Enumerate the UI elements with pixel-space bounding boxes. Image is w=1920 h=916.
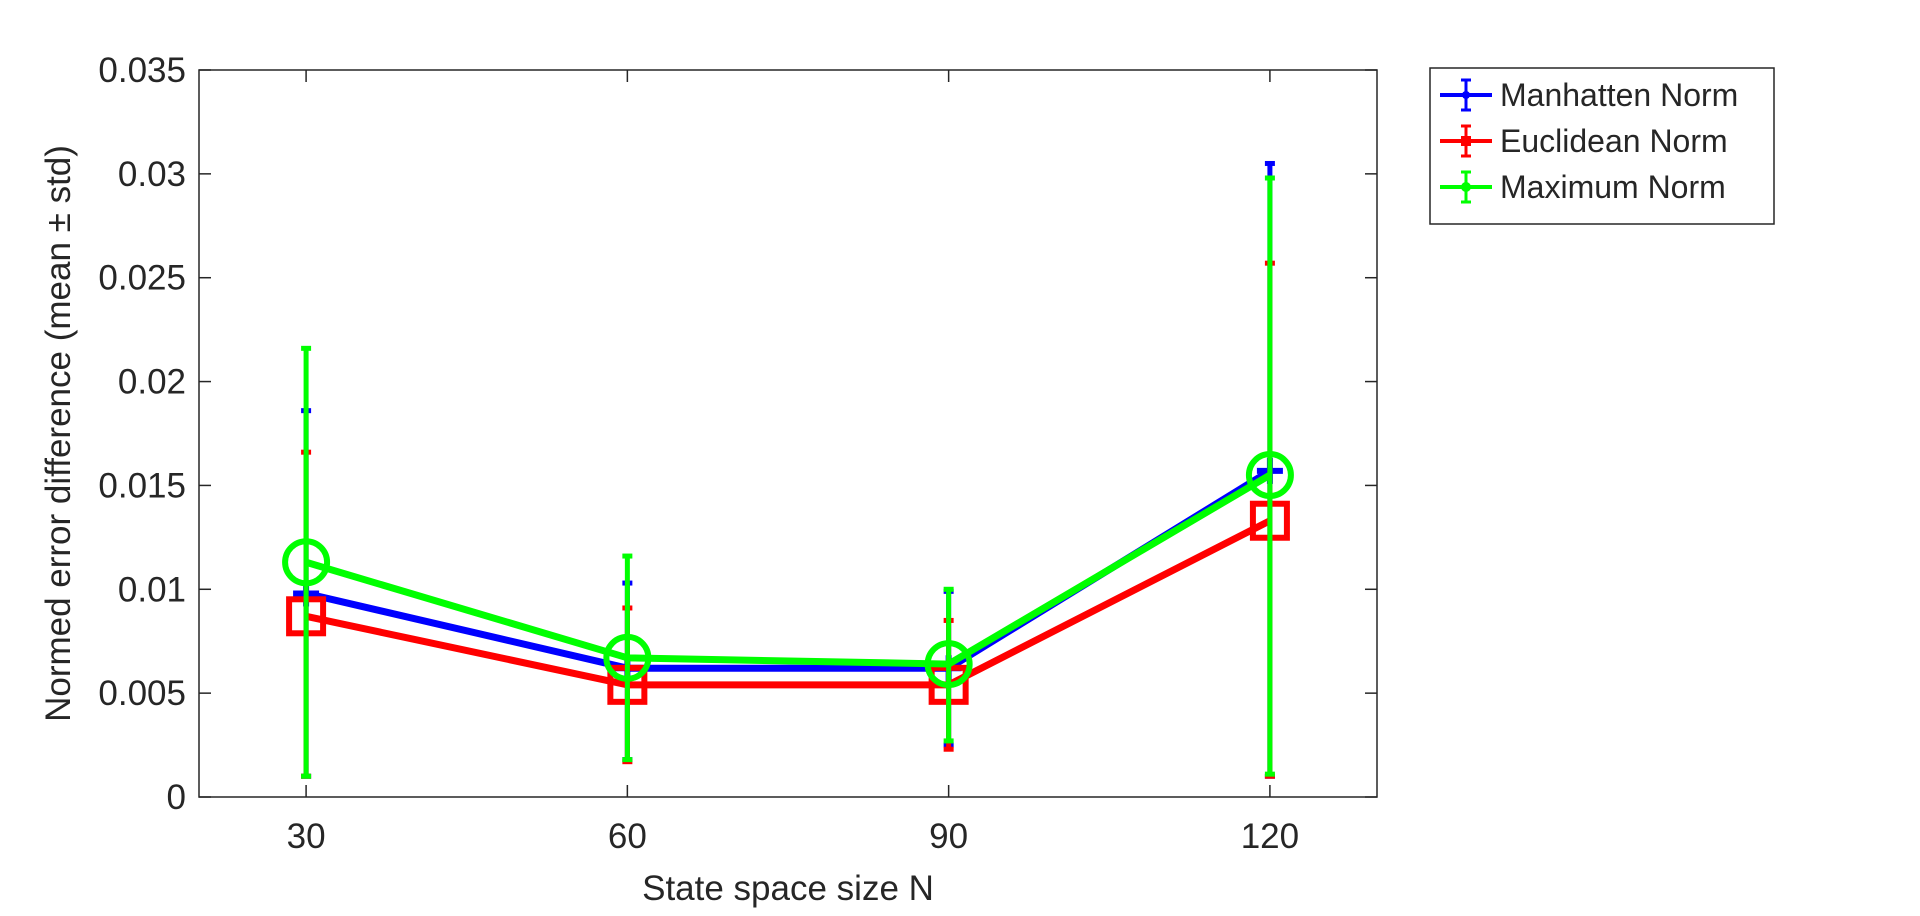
legend-swatch-marker	[1461, 182, 1471, 192]
maximum-norm-point	[924, 640, 973, 689]
x-tick-label: 90	[929, 817, 968, 856]
y-tick-label: 0	[167, 778, 186, 817]
y-tick-label: 0.03	[118, 155, 186, 194]
x-tick-label: 30	[287, 817, 326, 856]
legend-item-manhatten-norm: Manhatten Norm	[1440, 77, 1738, 113]
maximum-norm-line	[305, 472, 1272, 668]
plot-frame	[198, 69, 1378, 798]
y-tick-label: 0.02	[118, 363, 186, 402]
legend-item-euclidean-norm: Euclidean Norm	[1440, 123, 1728, 159]
y-axis-label: Normed error difference (mean ± std)	[39, 145, 78, 722]
x-tick-label: 60	[608, 817, 647, 856]
x-tick-label: 120	[1241, 817, 1299, 856]
legend-swatch-marker	[1461, 136, 1471, 146]
x-axis-label: State space size N	[642, 869, 934, 908]
legend-label: Euclidean Norm	[1500, 123, 1728, 159]
maximum-norm-point	[1245, 451, 1294, 500]
euclidean-norm-line	[305, 517, 1272, 689]
series-maximum-norm	[282, 175, 1294, 779]
legend: Manhatten Norm Euclidean Norm Maximum Norm	[1429, 67, 1775, 225]
y-tick-label: 0.035	[98, 51, 186, 90]
legend-label: Maximum Norm	[1500, 169, 1726, 205]
marks-layer	[282, 160, 1294, 779]
y-tick-label: 0.015	[98, 466, 186, 505]
y-tick-label: 0.025	[98, 259, 186, 298]
maximum-norm-point	[603, 633, 652, 682]
legend-item-maximum-norm: Maximum Norm	[1440, 169, 1726, 205]
maximum-norm-point	[282, 538, 331, 587]
legend-label: Manhatten Norm	[1500, 77, 1738, 113]
y-tick-label: 0.01	[118, 570, 186, 609]
y-tick-label: 0.005	[98, 674, 186, 713]
ticks-layer: 30 60 90 120 0 0.005 0.01 0.015 0.02 0.025 0.03 0.0…	[98, 51, 1377, 856]
legend-swatch-marker	[1462, 91, 1470, 99]
